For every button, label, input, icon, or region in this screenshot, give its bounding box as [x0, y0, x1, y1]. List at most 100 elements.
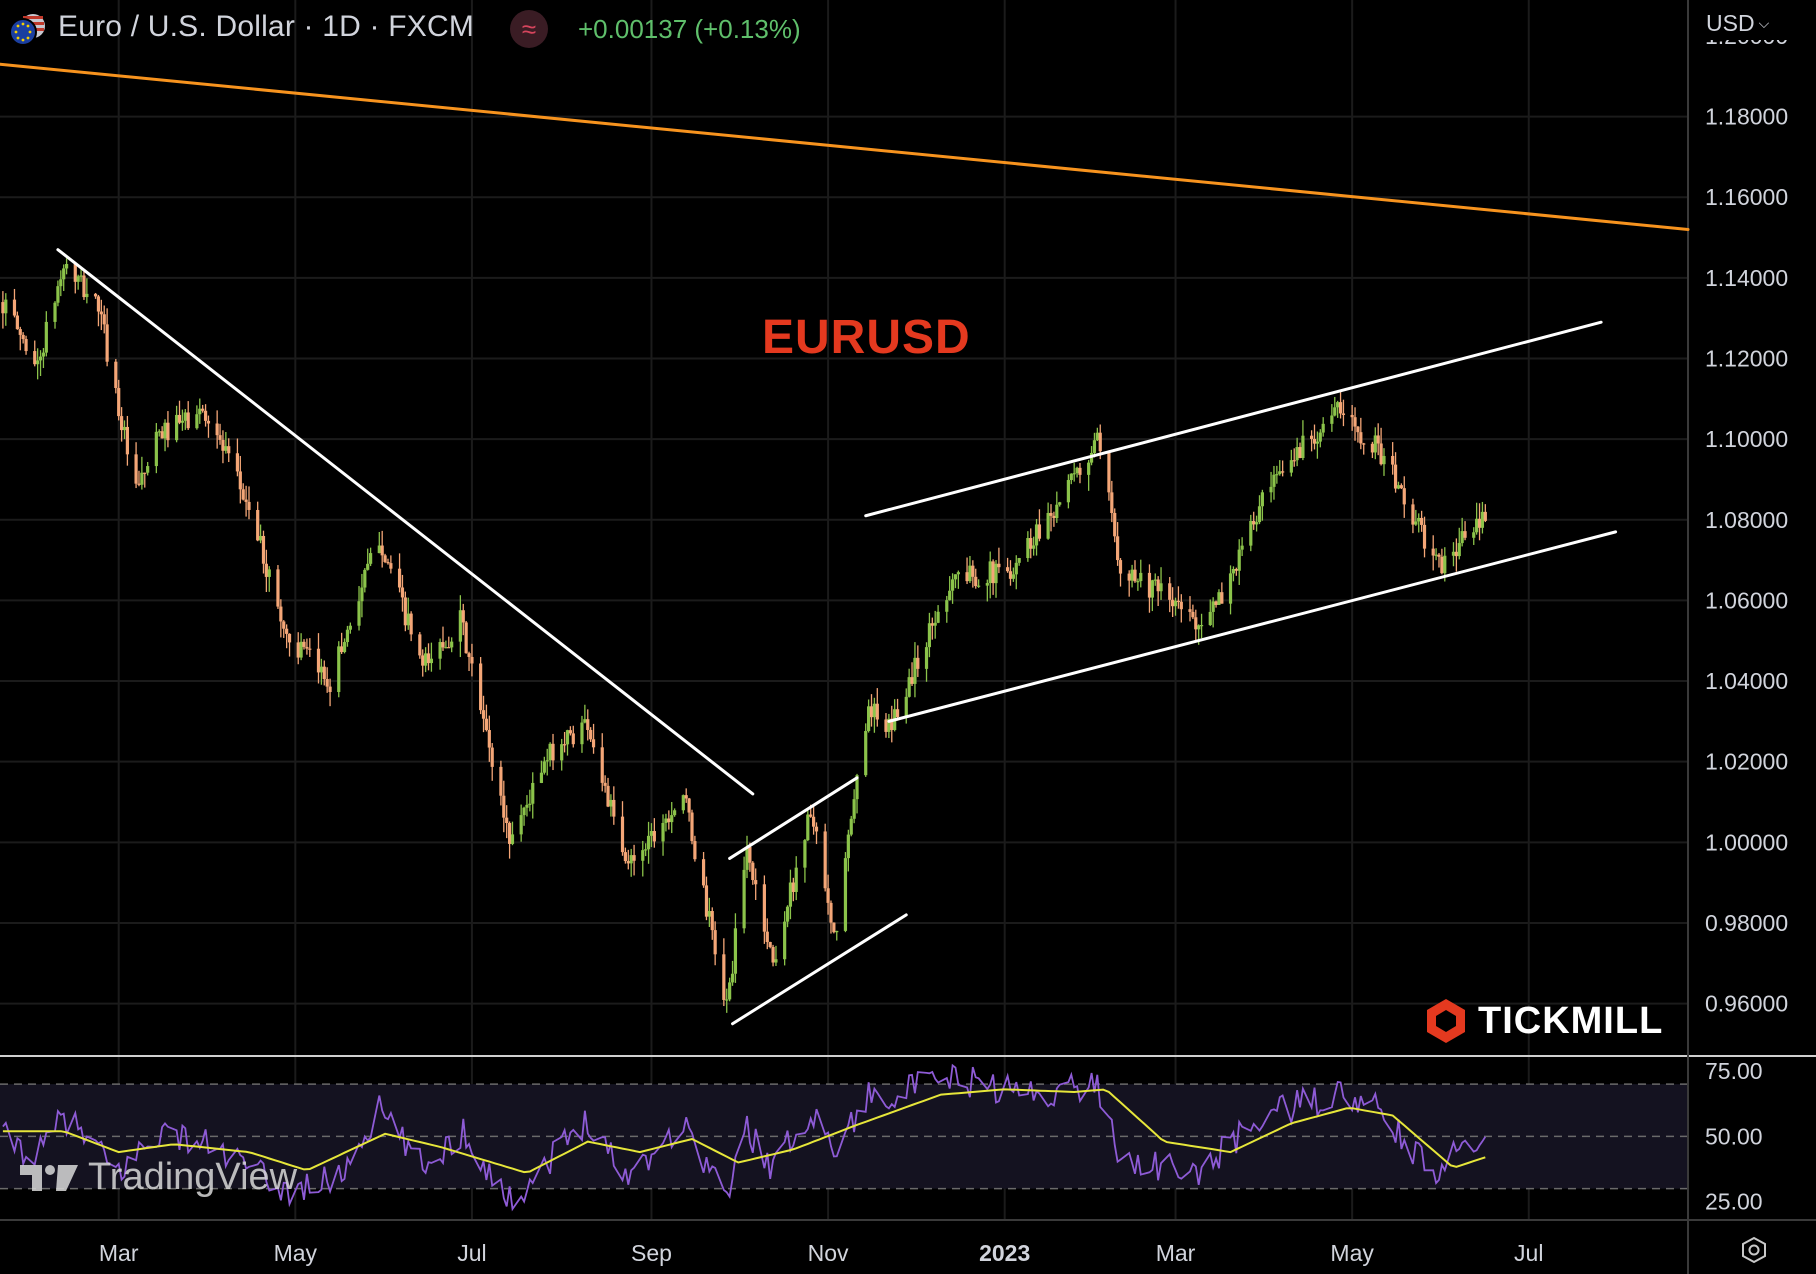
candle-down	[713, 930, 717, 955]
candle-up	[1069, 473, 1073, 481]
candle-down	[884, 719, 888, 732]
candle-up	[1153, 579, 1157, 581]
candle-down	[221, 439, 225, 451]
candle-up	[1055, 504, 1059, 519]
candle-up	[1034, 524, 1039, 546]
candle-down	[1049, 512, 1053, 516]
price-tick-label: 1.10000	[1705, 426, 1788, 452]
candle-up	[53, 302, 57, 322]
candle-up	[41, 352, 46, 357]
price-tick-label: 1.08000	[1705, 507, 1788, 533]
candle-up	[1272, 474, 1276, 487]
candle-down	[754, 880, 758, 885]
time-tick-label: 2023	[979, 1240, 1030, 1266]
rsi-tick-label: 50.00	[1705, 1123, 1763, 1149]
candle-down	[1214, 601, 1218, 605]
trendline-rising-wedge-upper[interactable]	[728, 776, 859, 860]
candle-up	[1275, 474, 1279, 476]
candle-down	[120, 416, 124, 431]
candle-down	[1118, 560, 1123, 574]
candle-up	[1208, 611, 1212, 626]
candle-up	[1228, 573, 1233, 604]
candle-down	[481, 710, 486, 719]
rsi-tick-label: 75.00	[1705, 1058, 1763, 1084]
candle-down	[421, 655, 425, 666]
candle-down	[1362, 443, 1366, 445]
candle-down	[1350, 414, 1354, 418]
candle-down	[771, 946, 775, 963]
candle-down	[965, 572, 969, 582]
trendline-channel-upper[interactable]	[864, 320, 1603, 518]
candle-up	[337, 646, 341, 693]
candle-down	[1399, 485, 1403, 489]
candle-up	[1066, 480, 1070, 503]
candle-down	[409, 613, 413, 635]
candle-up	[519, 815, 523, 835]
candle-up	[785, 906, 790, 922]
candle-up	[1173, 600, 1178, 607]
candle-down	[1179, 601, 1183, 610]
candle-down	[1037, 524, 1042, 539]
candle-up	[849, 818, 853, 835]
candle-down	[261, 535, 266, 564]
candle-up	[649, 831, 654, 836]
candle-down	[282, 621, 286, 629]
candle-up	[140, 472, 144, 485]
candle-down	[974, 576, 978, 587]
candle-up	[1199, 625, 1204, 627]
price-tick-label: 1.02000	[1705, 749, 1788, 775]
tickmill-label: TICKMILL	[1478, 999, 1664, 1042]
candle-down	[1078, 467, 1082, 475]
candle-down	[160, 431, 164, 439]
candle-up	[531, 782, 535, 804]
candle-down	[701, 859, 706, 886]
candle-down	[206, 420, 211, 424]
candle-down	[1391, 455, 1395, 465]
candle-down	[247, 501, 251, 510]
candle-down	[751, 862, 755, 881]
candle-down	[1171, 599, 1175, 607]
candle-down	[33, 351, 37, 365]
candle-down	[484, 718, 489, 731]
candle-up	[855, 775, 859, 800]
chevron-down-icon: ⌵	[1758, 15, 1770, 31]
candle-up	[725, 999, 729, 1001]
time-tick-label: May	[1330, 1240, 1374, 1266]
candle-up	[36, 360, 40, 365]
settings-icon[interactable]	[1740, 1236, 1768, 1264]
candle-down	[490, 747, 494, 767]
candle-up	[1396, 485, 1401, 489]
candle-down	[1127, 573, 1131, 581]
candle-up	[945, 600, 949, 612]
candle-up	[864, 731, 868, 776]
candle-down	[426, 653, 431, 664]
candle-up	[670, 815, 674, 823]
candle-up	[438, 642, 442, 659]
trendline-rising-wedge-lower[interactable]	[731, 913, 908, 1026]
candle-up	[348, 625, 352, 630]
candle-down	[1440, 556, 1444, 574]
trendline-channel-lower[interactable]	[887, 530, 1618, 723]
indicator-wave-icon[interactable]: ≈	[510, 10, 548, 48]
rsi-tick-label: 25.00	[1705, 1189, 1763, 1215]
candle-up	[1240, 545, 1244, 550]
symbol-title[interactable]: Euro / U.S. Dollar · 1D · FXCM	[58, 10, 475, 43]
candle-up	[1231, 568, 1236, 574]
candle-up	[1321, 423, 1325, 433]
candle-up	[852, 799, 856, 819]
candle-up	[157, 431, 161, 433]
candle-up	[904, 696, 908, 717]
candle-down	[328, 686, 332, 693]
candle-down	[296, 642, 300, 658]
candle-up	[510, 834, 515, 844]
price-tick-label: 1.12000	[1705, 346, 1788, 372]
currency-selector[interactable]: USD ⌵	[1706, 10, 1769, 37]
trendline-long-term-resistance[interactable]	[0, 62, 1690, 231]
candle-down	[143, 472, 147, 474]
candle-up	[806, 814, 810, 841]
candle-up	[450, 641, 454, 648]
candle-down	[316, 648, 321, 673]
candle-down	[1477, 518, 1482, 528]
trendline-2022-downtrend[interactable]	[56, 248, 755, 796]
